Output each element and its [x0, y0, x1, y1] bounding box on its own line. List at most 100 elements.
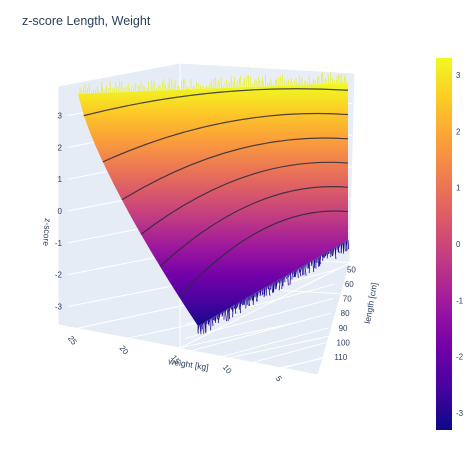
surface-fringe-top	[286, 81, 288, 86]
surface-fringe-bottom	[228, 307, 231, 313]
surface-fringe-bottom	[224, 309, 227, 313]
z-tick-label: 2	[58, 143, 63, 152]
x-axis-title: weight [kg]	[167, 356, 210, 372]
surface-fringe-bottom	[326, 251, 329, 259]
surface-fringe-top	[325, 79, 328, 84]
surface-fringe-top	[298, 75, 301, 85]
surface-fringe-bottom	[245, 298, 247, 309]
y-tick-label: 100	[337, 338, 351, 347]
y-tick-label: 50	[347, 265, 356, 274]
surface-fringe-top	[132, 85, 134, 92]
surface-fringe-top	[222, 85, 224, 89]
colorbar-tick-label: 3	[456, 71, 461, 80]
surface-fringe-top	[115, 82, 117, 93]
surface-fringe-bottom	[287, 273, 290, 278]
surface-fringe-top	[100, 81, 103, 94]
surface-fringe-bottom	[338, 244, 341, 249]
surface-fringe-top	[184, 79, 186, 90]
surface-fringe-top	[291, 81, 293, 86]
surface-fringe-top	[164, 84, 167, 91]
surface-fringe-bottom	[275, 280, 278, 287]
contour-lines	[83, 88, 349, 298]
y-gridline	[176, 356, 325, 398]
surface-fringe-bottom	[218, 313, 221, 321]
surface-fringe-top	[192, 85, 194, 90]
surface-fringe-bottom	[273, 282, 275, 293]
x-gridline	[225, 332, 346, 360]
surface-fringe-bottom	[281, 277, 283, 290]
surface-fringe-top	[210, 78, 213, 89]
z-tick-label: 3	[58, 112, 63, 121]
surface-fringe-top	[275, 79, 278, 86]
surface-fringe-top	[290, 77, 292, 86]
surface-fringe-top	[337, 74, 340, 84]
surface-fringe-top	[226, 79, 228, 88]
surface-fringe-bottom	[259, 289, 262, 297]
surface-fringe-top	[178, 86, 180, 90]
surface-fringe-bottom	[234, 303, 237, 309]
surface-fringe-bottom	[221, 311, 224, 317]
colorbar-tick-label: 2	[456, 127, 461, 136]
surface-fringe-top	[128, 87, 131, 93]
surface-fringe-bottom	[226, 309, 229, 322]
y-tick-label: 110	[334, 353, 347, 362]
surface-fringe-bottom	[340, 243, 343, 254]
surface-fringe-top	[324, 77, 326, 84]
surface-fringe-top	[187, 87, 190, 90]
colorbar-tick-label: 1	[456, 184, 461, 193]
y-axis-ticks: 50 60 70 80 90 100 110	[334, 265, 356, 362]
surface-fringe-bottom	[298, 268, 301, 274]
surface-fringe-bottom	[267, 286, 269, 290]
x-gridline	[276, 341, 397, 369]
surface-fringe-bottom	[250, 295, 253, 301]
surface-fringe-bottom	[337, 245, 340, 253]
surface-fringe-top	[137, 86, 139, 92]
colorbar-ticks: 3 2 1 0 -1 -2 -3	[456, 71, 464, 418]
surface-fringe-bottom	[282, 276, 284, 287]
surface-fringe-top	[101, 86, 104, 94]
surface-fringe-top	[280, 76, 282, 86]
colorbar-tick-label: -3	[456, 409, 464, 418]
surface-fringe-bottom	[240, 300, 243, 305]
surface-fringe-top	[202, 85, 204, 90]
surface-fringe-bottom	[306, 263, 308, 269]
surface-fringe-top	[127, 83, 129, 93]
x-tick-label: 20	[118, 344, 131, 357]
contour-line	[121, 137, 349, 201]
z-tick-label: -3	[55, 302, 63, 311]
surface-fringe-top	[159, 84, 161, 91]
surface-fringe-bottom	[304, 264, 307, 269]
surface-fringe-bottom	[312, 260, 315, 273]
surface[interactable]	[78, 83, 348, 326]
surface-fringe-top	[308, 75, 311, 85]
surface-fringe-bottom	[287, 274, 289, 286]
surface-fringe-bottom	[211, 317, 214, 327]
surface-fringe-bottom	[291, 271, 294, 280]
y-tick-label: 90	[339, 324, 348, 333]
surface-fringe-top	[277, 77, 280, 86]
x-gridline	[173, 322, 294, 350]
z-tick-label: 1	[58, 175, 63, 184]
surface-fringe-top	[311, 82, 313, 85]
surface-fringe-top	[274, 78, 277, 86]
surface-fringe-bottom	[300, 266, 303, 272]
surface-fringe-bottom	[308, 261, 311, 274]
x-gridline	[121, 313, 243, 341]
surface-fringe-top	[186, 87, 188, 90]
surface-fringe-bottom	[294, 269, 298, 278]
surface-fringe-top	[261, 77, 263, 87]
y-gridline	[180, 327, 329, 369]
colorbar-tick-label: 0	[456, 240, 461, 249]
surface-fringe-bottom	[330, 249, 333, 258]
x-gridline	[70, 303, 191, 331]
surface-fringe-top	[203, 86, 205, 89]
surface-fringe-bottom	[293, 270, 296, 278]
surface-fringe-bottom	[299, 267, 302, 277]
surface-fringe-bottom	[201, 322, 204, 327]
surface-fringe-bottom	[199, 324, 202, 335]
surface-fringe-bottom	[347, 239, 350, 250]
surface-fringe-top	[98, 90, 100, 94]
surface-fringe-top	[121, 81, 123, 93]
surface-fringe-bottom	[236, 302, 239, 308]
